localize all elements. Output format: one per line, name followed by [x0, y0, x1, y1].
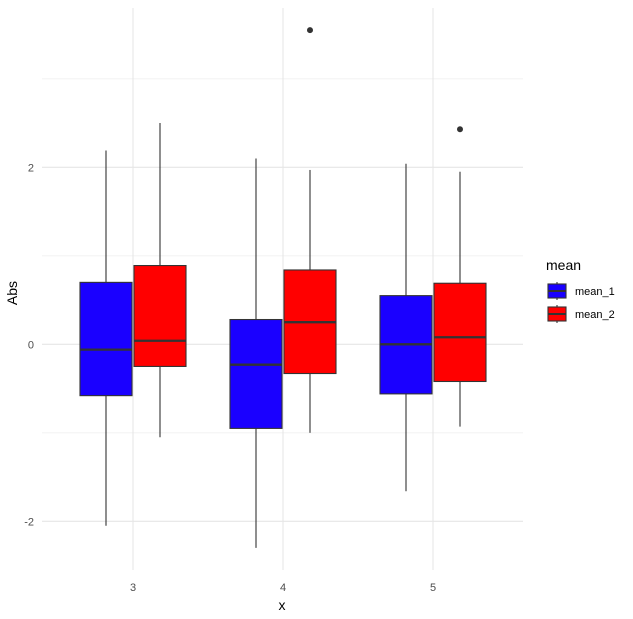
outlier-point — [457, 126, 463, 133]
box-iqr — [433, 282, 487, 383]
legend-title: mean — [546, 257, 581, 273]
x-tick-label: 3 — [130, 582, 136, 594]
legend-label: mean_1 — [575, 286, 615, 298]
box-iqr — [79, 281, 133, 397]
x-axis-tick-labels: 3 4 5 — [130, 582, 436, 594]
legend-items: mean_1 mean_2 — [547, 282, 615, 323]
box-mean_1-5 — [379, 163, 433, 492]
y-axis-tick-labels: -2 0 2 — [24, 162, 34, 528]
y-tick-label: 2 — [28, 162, 34, 174]
box-iqr — [229, 318, 283, 429]
box-mean_1-4 — [229, 158, 283, 548]
legend-item-mean_2: mean_2 — [547, 305, 615, 323]
y-tick-label: -2 — [24, 516, 34, 528]
box-mean_1-3 — [79, 150, 133, 526]
legend-label: mean_2 — [575, 309, 615, 321]
y-axis-title: Abs — [4, 281, 20, 305]
box-iqr — [133, 264, 187, 367]
x-axis-title: x — [279, 597, 286, 613]
plot-boxes — [79, 27, 487, 548]
box-mean_2-3 — [133, 123, 187, 438]
box-mean_2-5 — [433, 126, 487, 427]
y-tick-label: 0 — [28, 339, 34, 351]
box-mean_2-4 — [283, 27, 337, 433]
x-tick-label: 5 — [430, 582, 436, 594]
outlier-point — [307, 27, 313, 34]
x-tick-label: 4 — [280, 582, 286, 594]
legend-item-mean_1: mean_1 — [547, 282, 615, 300]
legend: mean mean_1 mean_2 — [546, 257, 615, 323]
